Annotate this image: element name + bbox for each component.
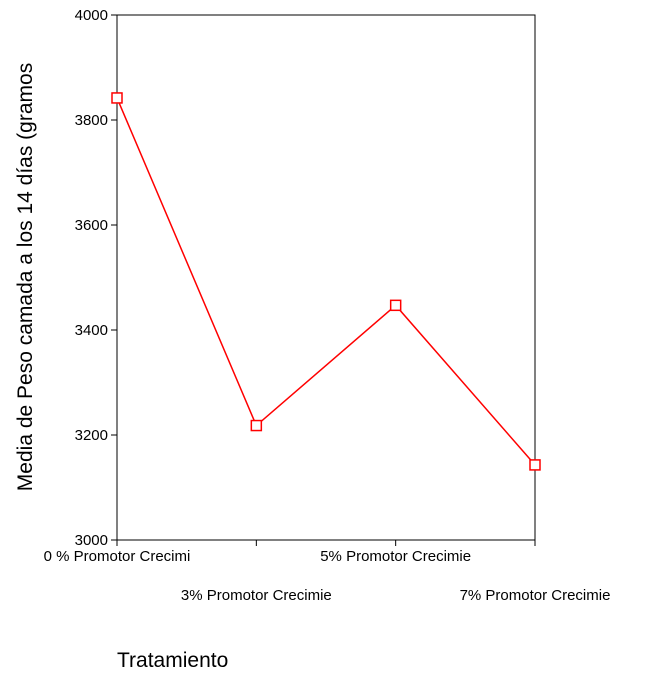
x-axis: 0 % Promotor Crecimi 3% Promotor Crecimie… <box>44 540 611 604</box>
x-tick-label-0: 0 % Promotor Crecimi <box>44 548 191 565</box>
y-axis-title: Media de Peso camada a los 14 días (gram… <box>14 63 37 491</box>
x-axis-title: Tratamiento <box>117 649 228 672</box>
x-tick-label-2: 5% Promotor Crecimie <box>320 548 471 565</box>
y-tick-label-1: 3200 <box>75 427 108 444</box>
data-point-0-3 <box>529 459 541 471</box>
data-point-0-1 <box>250 419 263 432</box>
y-tick-label-3: 3600 <box>75 217 108 234</box>
y-tick-label-0: 3000 <box>75 532 108 549</box>
data-point-0-0 <box>111 92 123 104</box>
y-tick-label-2: 3400 <box>75 322 108 339</box>
x-tick-label-3: 7% Promotor Crecimie <box>460 587 611 604</box>
plot-frame <box>116 14 536 541</box>
y-tick-label-5: 4000 <box>75 7 108 24</box>
data-series <box>111 92 541 471</box>
y-tick-label-4: 3800 <box>75 112 108 129</box>
x-tick-label-1: 3% Promotor Crecimie <box>181 587 332 604</box>
y-axis: 3000 3200 3400 3600 3800 4000 <box>75 7 117 549</box>
series-line-0 <box>116 97 536 466</box>
data-point-0-2 <box>389 299 402 312</box>
